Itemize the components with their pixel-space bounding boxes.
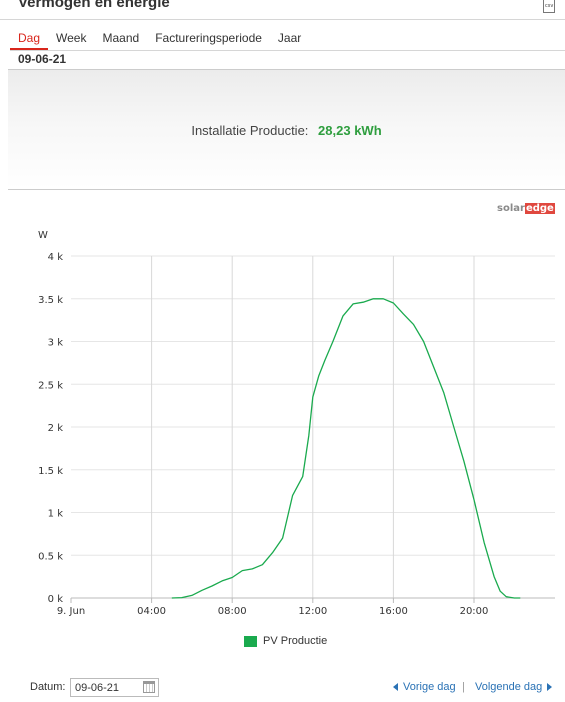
datum-label: Datum: <box>30 681 66 693</box>
previous-day-link[interactable]: Vorige dag <box>393 681 456 693</box>
next-day-link[interactable]: Volgende dag <box>475 681 553 693</box>
legend-label: PV Productie <box>263 635 328 647</box>
triangle-right-icon <box>547 683 553 692</box>
period-tabs: Dag Week Maand Factureringsperiode Jaar <box>10 30 309 50</box>
y-tick-label: 0 k <box>48 594 64 605</box>
x-tick-label: 20:00 <box>460 606 489 617</box>
legend-swatch <box>244 635 257 647</box>
tabs-divider <box>10 50 565 51</box>
summary-line: Installatie Productie: 28,23 kWh <box>8 123 565 138</box>
x-tick-label: 16:00 <box>379 606 408 617</box>
csv-export-icon[interactable]: csv <box>543 0 555 13</box>
y-tick-label: 2.5 k <box>38 380 63 391</box>
solaredge-logo: solaredge <box>497 203 555 214</box>
widget-title: Vermogen en energie <box>18 0 170 11</box>
power-chart: 0 k 0.5 k 1 k 1.5 k 2 k 2.5 k 3 k 3.5 k 4 k 9. Ju… <box>38 230 555 617</box>
x-tick-label: 08:00 <box>218 606 247 617</box>
chart-legend[interactable]: PV Productie <box>244 635 327 647</box>
y-tick-label: 3.5 k <box>38 295 63 306</box>
nav-separator: | <box>462 681 465 693</box>
tab-maand[interactable]: Maand <box>102 31 140 45</box>
tab-week[interactable]: Week <box>56 31 87 45</box>
triangle-left-icon <box>393 683 398 692</box>
x-tick-label: 04:00 <box>137 606 166 617</box>
x-tick-label: 12:00 <box>298 606 327 617</box>
date-input[interactable] <box>70 678 159 697</box>
y-tick-label: 0.5 k <box>38 551 63 562</box>
period-date-label: 09-06-21 <box>18 52 67 66</box>
y-tick-label: 3 k <box>48 338 64 349</box>
series-line-pv-productie <box>171 298 521 599</box>
y-tick-label: 1 k <box>48 509 64 520</box>
y-tick-label: 1.5 k <box>38 466 63 477</box>
summary-label: Installatie Productie: <box>191 123 309 138</box>
y-tick-label: 2 k <box>48 423 64 434</box>
tab-dag[interactable]: Dag <box>10 30 49 50</box>
x-tick-label: 9. Jun <box>57 606 85 617</box>
summary-value: 28,23 kWh <box>318 123 382 138</box>
widget-header: Vermogen en energie csv <box>0 0 565 20</box>
y-axis-label: W <box>38 230 48 241</box>
tab-factureringsperiode[interactable]: Factureringsperiode <box>155 31 262 45</box>
tab-jaar[interactable]: Jaar <box>277 31 302 45</box>
y-tick-label: 4 k <box>48 252 64 263</box>
calendar-icon[interactable] <box>143 681 155 693</box>
production-summary: Installatie Productie: 28,23 kWh <box>8 69 565 190</box>
date-navigation: Datum: Vorige dag | Volgende dag <box>0 675 565 699</box>
